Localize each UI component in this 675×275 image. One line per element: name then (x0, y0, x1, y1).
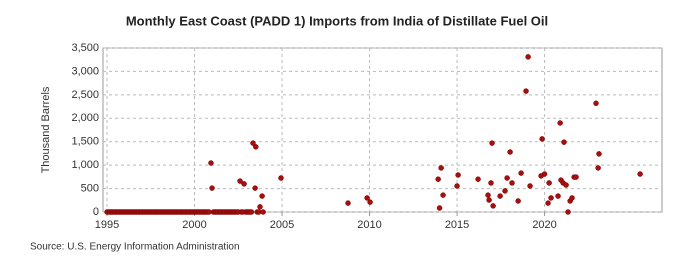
point (208, 160, 214, 166)
point (253, 144, 259, 150)
point (252, 185, 258, 191)
point (485, 192, 491, 198)
y-tick-label: 3,000 (71, 65, 99, 77)
point (497, 193, 503, 199)
point (573, 174, 579, 180)
point (241, 181, 247, 187)
x-tick-label: 2015 (445, 219, 469, 231)
y-tick-label: 2,000 (71, 112, 99, 124)
point (250, 140, 256, 146)
y-axis-label: Thousand Barrels (40, 86, 52, 173)
point (504, 175, 510, 181)
point (523, 88, 529, 94)
point (539, 136, 545, 142)
point (257, 204, 263, 210)
source-note: Source: U.S. Energy Information Administ… (30, 242, 240, 253)
point (563, 182, 569, 188)
point (637, 171, 643, 177)
point (475, 176, 481, 182)
y-tick-label: 3,500 (71, 42, 99, 54)
point (259, 193, 265, 199)
x-tick-label: 2010 (357, 219, 381, 231)
point (438, 165, 444, 171)
plot-frame (102, 47, 663, 213)
point (561, 139, 567, 145)
point (489, 140, 495, 146)
point (455, 172, 461, 178)
point (209, 185, 215, 191)
point (545, 200, 551, 206)
point (546, 180, 552, 186)
y-tick-label: 2,500 (71, 89, 99, 101)
point (278, 175, 284, 181)
point (557, 120, 563, 126)
point (454, 183, 460, 189)
point (507, 149, 513, 155)
point (488, 180, 494, 186)
y-tick-label: 0 (93, 206, 99, 218)
point (367, 199, 373, 205)
point (440, 192, 446, 198)
x-tick-label: 2005 (270, 219, 294, 231)
point (569, 195, 575, 201)
point (593, 100, 599, 107)
point (509, 180, 515, 186)
point (248, 209, 255, 215)
point (596, 151, 602, 157)
x-tick-label: 2020 (532, 219, 556, 231)
y-tick-label: 1,000 (71, 159, 99, 171)
point (527, 183, 533, 189)
point (555, 193, 561, 199)
point (486, 197, 492, 203)
point (515, 198, 521, 204)
point (345, 200, 351, 206)
point (548, 195, 554, 201)
point (595, 165, 601, 171)
point (518, 170, 524, 176)
point (541, 171, 548, 177)
point (525, 54, 531, 60)
point (436, 205, 443, 211)
y-tick-label: 500 (81, 182, 99, 194)
point (435, 176, 441, 182)
point (502, 188, 508, 194)
point (490, 203, 496, 209)
point (237, 178, 243, 184)
x-tick-label: 2000 (182, 219, 206, 231)
chart-title: Monthly East Coast (PADD 1) Imports from… (126, 13, 548, 28)
y-tick-label: 1,500 (71, 136, 99, 148)
point (364, 195, 370, 201)
x-tick-label: 1995 (95, 219, 119, 231)
point (260, 209, 266, 215)
point (565, 209, 571, 215)
